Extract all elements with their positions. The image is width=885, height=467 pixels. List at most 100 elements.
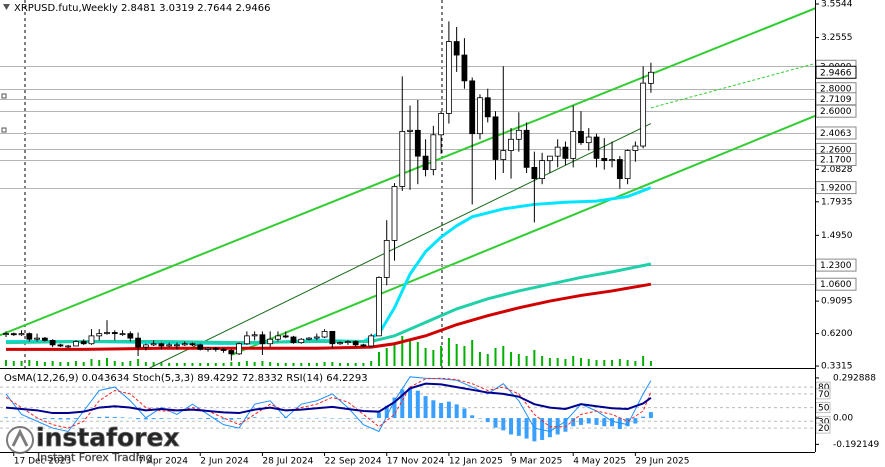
price-panel <box>0 7 815 368</box>
indicator-tick-label: 30 <box>818 417 830 427</box>
title-icon <box>3 4 10 10</box>
candle-body <box>212 347 219 350</box>
osma-bar <box>423 396 428 419</box>
watermark-tagline: Instant Forex Trading <box>37 451 153 464</box>
candle-body <box>26 333 33 340</box>
candle-body <box>500 150 507 160</box>
osma-bar <box>237 418 242 419</box>
candle-body <box>80 341 87 345</box>
volume-bar <box>59 362 62 366</box>
volume-bar <box>137 359 140 366</box>
candle-body <box>570 131 577 159</box>
x-tick-label: 2 Jun 2024 <box>200 457 249 467</box>
candle-body <box>111 332 118 335</box>
osma-bar <box>462 408 467 419</box>
candle-body <box>73 341 79 347</box>
candle-body <box>119 333 126 336</box>
volume-bar <box>129 361 132 366</box>
volume-bar <box>370 361 373 366</box>
candle-body <box>205 347 211 350</box>
level-label: 2.8000 <box>820 85 852 95</box>
level-label: 1.9200 <box>820 184 852 194</box>
candle-body <box>228 350 235 355</box>
candle-body <box>593 136 600 159</box>
indicator-tick-label: 20 <box>818 424 830 434</box>
candle-body <box>127 333 134 339</box>
osma-bar <box>244 417 249 419</box>
x-tick-label: 29 Jun 2025 <box>635 457 689 467</box>
indicator-title: OsMA(12,26,9) 0.043634 Stoch(5,3,3) 89.4… <box>4 373 368 384</box>
volume-bar <box>525 356 528 366</box>
volume-bar <box>346 363 349 366</box>
candle-body <box>469 80 476 135</box>
osma-bar <box>578 418 583 425</box>
osma-bar <box>268 417 273 419</box>
osma-bar <box>617 418 622 430</box>
osma-bar <box>586 418 591 424</box>
candle-body <box>352 341 359 346</box>
volume-bar <box>261 361 264 366</box>
candle-body <box>236 343 243 355</box>
candle-body <box>34 337 40 340</box>
level-label: 2.7109 <box>820 95 852 105</box>
osma-bar <box>198 418 203 419</box>
volume-bar <box>401 336 404 366</box>
candle-body <box>461 54 468 82</box>
level-label: 2.6000 <box>820 107 852 117</box>
osma-bar <box>633 418 638 424</box>
volume-bar <box>393 344 396 366</box>
osma-bar <box>625 418 630 427</box>
osma-bar <box>229 418 234 420</box>
osma-bar <box>361 418 366 419</box>
candle-body <box>414 129 421 157</box>
candle-body <box>547 155 553 162</box>
candle-body <box>41 337 48 341</box>
volume-bar <box>572 356 575 366</box>
candle-body <box>430 134 437 171</box>
volume-bar <box>300 363 303 366</box>
osma-bar <box>540 418 545 440</box>
candle-body <box>189 343 196 346</box>
volume-bar <box>222 363 225 366</box>
volume-bar <box>269 362 272 366</box>
volume-bar <box>548 358 551 366</box>
candle-body <box>57 344 64 347</box>
osma-bar <box>112 416 117 419</box>
candle-body <box>306 337 312 340</box>
candle-body <box>624 150 631 180</box>
osma-bar <box>594 418 599 425</box>
volume-bar <box>517 354 520 366</box>
osma-bar <box>547 418 552 438</box>
indicator-line <box>5 377 652 429</box>
volume-bar <box>106 358 109 366</box>
osma-bar <box>182 418 187 419</box>
osma-bar <box>89 417 94 419</box>
osma-bar <box>4 417 8 419</box>
osma-bar <box>470 415 475 419</box>
volume-bar <box>649 361 652 366</box>
candle-body <box>313 336 320 339</box>
volume-bar <box>595 360 598 366</box>
volume-bar <box>416 342 419 366</box>
volume-bar <box>238 362 241 366</box>
indicator-line <box>5 382 652 415</box>
x-tick-label: 28 Jul 2024 <box>262 457 313 467</box>
volume-bar <box>191 363 194 366</box>
osma-bar <box>120 417 125 419</box>
candle-body <box>251 334 258 337</box>
osma-bar <box>369 418 374 419</box>
osma-bar <box>314 417 319 419</box>
candle-body <box>515 129 522 140</box>
marker <box>1 93 7 99</box>
candle-body <box>484 97 491 118</box>
x-tick-label: 9 Mar 2025 <box>511 457 562 467</box>
osma-bar <box>128 417 133 419</box>
candle-body <box>399 131 406 187</box>
candle-body <box>360 344 367 347</box>
candle-body <box>259 334 266 345</box>
indicator-line <box>5 376 652 433</box>
osma-bar <box>252 417 257 419</box>
volume-bar <box>160 362 163 366</box>
candle-body <box>275 335 281 340</box>
volume-bar <box>447 338 450 366</box>
